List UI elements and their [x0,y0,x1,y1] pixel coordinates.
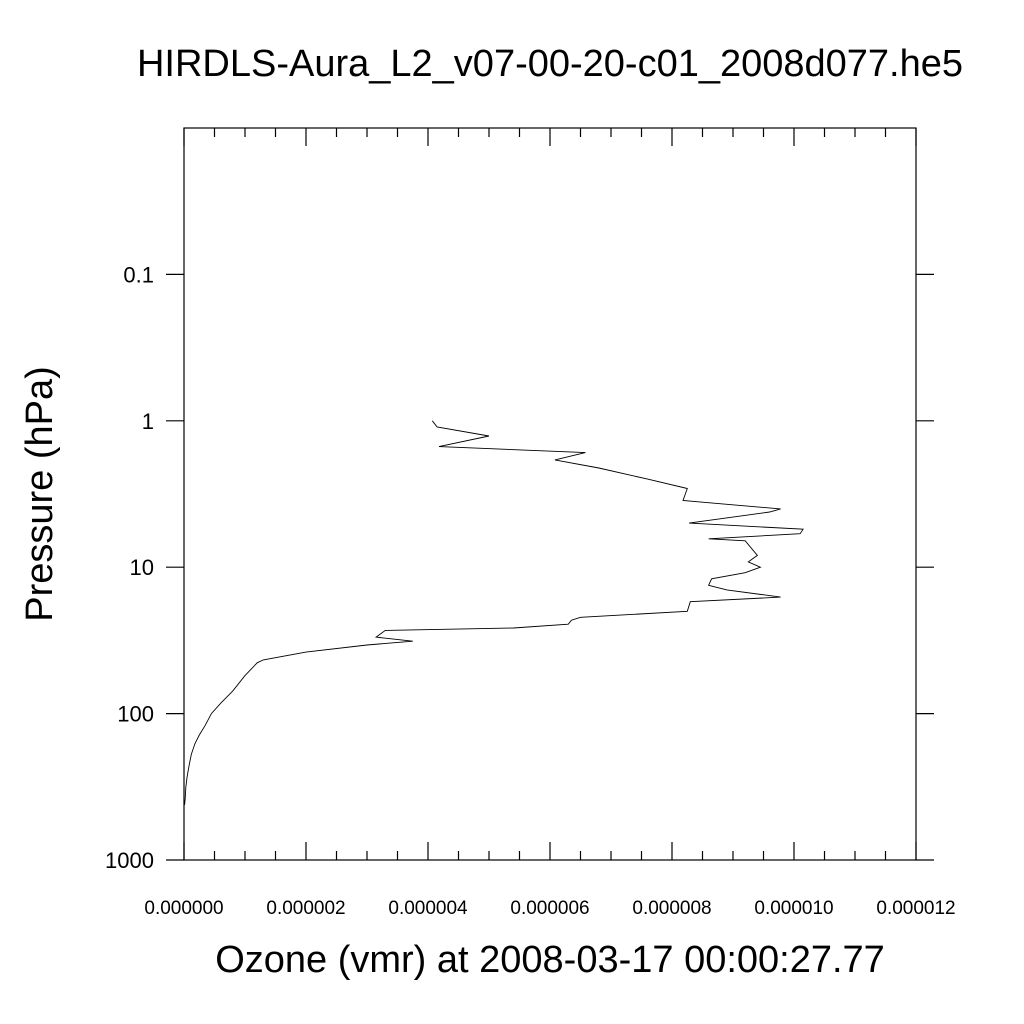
y-tick-label: 1000 [105,848,154,873]
x-tick-label: 0.000000 [144,898,223,919]
y-axis-ticks: 0.1 1 10 100 1000 [105,262,934,873]
ozone-profile-line [184,420,804,805]
y-tick-label: 0.1 [123,262,154,287]
x-tick-label: 0.000004 [388,898,468,919]
plot-frame [183,127,917,861]
x-tick-label: 0.000012 [876,898,955,919]
x-axis-label: Ozone (vmr) at 2008-03-17 00:00:27.77 [215,939,885,981]
x-tick-label: 0.000010 [754,898,833,919]
x-tick-label: 0.000002 [266,898,345,919]
x-tick-label: 0.000008 [632,898,711,919]
y-tick-label: 10 [130,555,154,580]
y-axis-label: Pressure (hPa) [19,366,61,622]
x-axis-ticks: 0.000000 0.000002 0.000004 0.000006 0.000008… [144,128,956,919]
y-tick-label: 1 [142,409,154,434]
chart-title: HIRDLS-Aura_L2_v07-00-20-c01_2008d077.he… [137,43,963,85]
x-tick-label: 0.000006 [510,898,589,919]
series-layer [184,420,804,805]
y-tick-label: 100 [117,702,154,727]
